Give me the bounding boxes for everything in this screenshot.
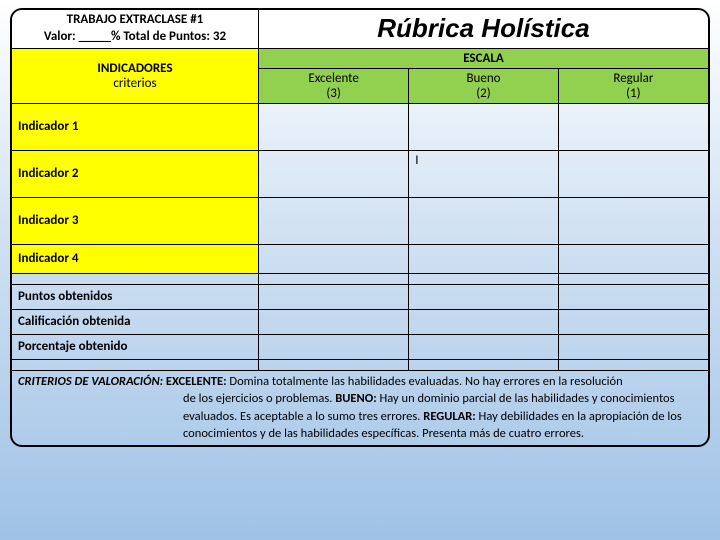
indicador-4: Indicador 4 — [12, 244, 258, 273]
scale-bueno: Bueno (2) — [409, 68, 558, 103]
scale-label: Bueno — [466, 71, 500, 86]
indicador-1: Indicador 1 — [12, 103, 258, 150]
work-title: TRABAJO EXTRACLASE #1 — [67, 12, 204, 27]
cell — [558, 103, 708, 150]
rubric-table: TRABAJO EXTRACLASE #1 Valor: _____% Tota… — [12, 10, 708, 445]
cell — [558, 150, 708, 197]
criteria-lead: CRITERIOS DE VALORACIÓN: — [18, 374, 163, 389]
cell — [258, 103, 408, 150]
cell — [558, 309, 708, 334]
regular-bold: REGULAR: — [423, 409, 475, 424]
scale-score: (3) — [326, 86, 340, 101]
cell — [258, 334, 408, 359]
scale-score: (1) — [626, 86, 640, 101]
cell — [258, 284, 408, 309]
cell — [258, 309, 408, 334]
excelente-text: Domina totalmente las habilidades evalua… — [229, 374, 622, 389]
criteria-continuation: de los ejercicios o problemas. BUENO: Ha… — [18, 390, 702, 443]
cell — [409, 309, 558, 334]
calificacion-obtenida: Calificación obtenida — [12, 309, 258, 334]
scale-regular: Regular (1) — [558, 68, 708, 103]
cell — [409, 197, 558, 244]
cell — [258, 197, 408, 244]
puntos-obtenidos: Puntos obtenidos — [12, 284, 258, 309]
indicador-2: Indicador 2 — [12, 150, 258, 197]
cell: I — [409, 150, 558, 197]
work-value: Valor: _____% Total de Puntos: 32 — [44, 29, 226, 44]
indicadores-label: INDICADORES — [97, 61, 172, 76]
cell — [258, 244, 408, 273]
cell — [258, 150, 408, 197]
scale-label: Regular — [613, 71, 653, 86]
cell — [409, 103, 558, 150]
rubric-title: Rúbrica Holística — [258, 10, 708, 48]
indicadores-header: INDICADORES criterios — [12, 48, 258, 103]
cell — [409, 334, 558, 359]
spacer-row — [12, 359, 708, 370]
cell — [558, 244, 708, 273]
bueno-bold: BUENO: — [335, 391, 376, 406]
header-left: TRABAJO EXTRACLASE #1 Valor: _____% Tota… — [12, 10, 258, 48]
spacer-row — [12, 273, 708, 284]
sub1: de los ejercicios o problemas. — [183, 391, 335, 406]
scale-score: (2) — [476, 86, 490, 101]
criteria-block: CRITERIOS DE VALORACIÓN: EXCELENTE: Domi… — [12, 370, 708, 445]
cell — [558, 197, 708, 244]
criterios-label: criterios — [113, 76, 156, 91]
cell — [409, 244, 558, 273]
scale-label: Excelente — [308, 71, 359, 86]
cell — [558, 334, 708, 359]
cell — [409, 284, 558, 309]
porcentaje-obtenido: Porcentaje obtenido — [12, 334, 258, 359]
scale-excelente: Excelente (3) — [258, 68, 408, 103]
rubric-container: TRABAJO EXTRACLASE #1 Valor: _____% Tota… — [10, 8, 710, 447]
excelente-bold: EXCELENTE: — [166, 374, 227, 389]
indicador-3: Indicador 3 — [12, 197, 258, 244]
cell — [558, 284, 708, 309]
escala-header: ESCALA — [258, 48, 708, 68]
